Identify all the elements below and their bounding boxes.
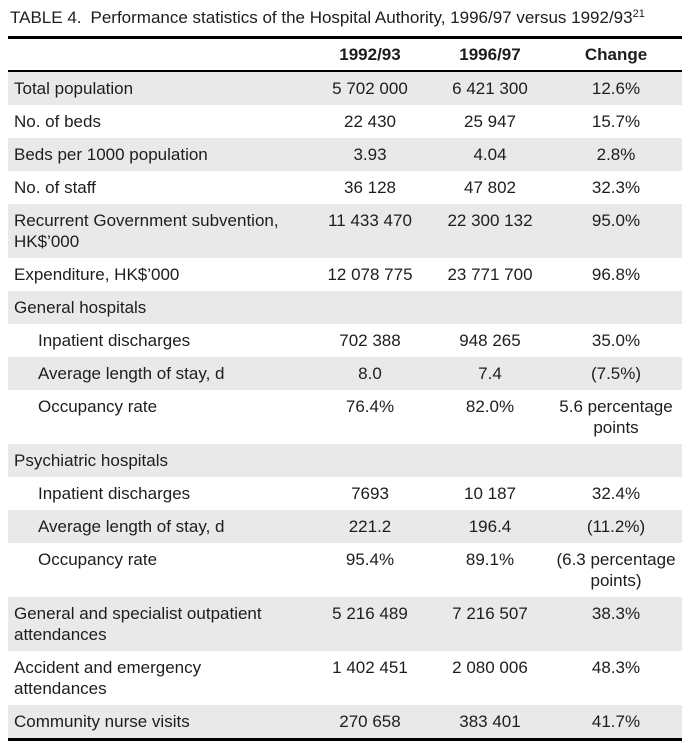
row-label: Inpatient discharges (38, 484, 191, 503)
value-1996-97: 2 080 006 (452, 658, 528, 677)
row-label: Psychiatric hospitals (14, 451, 169, 470)
value-1992-93: 8.0 (358, 364, 382, 383)
row-label: Inpatient discharges (38, 331, 191, 350)
table-row: Inpatient discharges 7693 10 187 32.4% (8, 477, 682, 510)
value-1996-97: 6 421 300 (452, 79, 528, 98)
row-label: Recurrent Government subvention, HK$’000 (14, 211, 279, 251)
value-change (550, 444, 682, 477)
row-label: Community nurse visits (14, 712, 190, 731)
row-label: Expenditure, HK$’000 (14, 265, 180, 284)
value-change: 5.6 percentage points (559, 397, 673, 437)
row-label: Average length of stay, d (38, 364, 225, 383)
value-1992-93: 221.2 (348, 517, 392, 536)
value-change: (11.2%) (586, 517, 646, 536)
column-header-blank (8, 37, 310, 72)
value-1996-97: 25 947 (464, 112, 516, 131)
row-label: No. of beds (14, 112, 101, 131)
value-change: 15.7% (591, 112, 641, 131)
value-1996-97 (430, 444, 550, 477)
table-row: Accident and emergency attendances 1 402… (8, 651, 682, 705)
row-label: Accident and emergency attendances (14, 658, 202, 698)
value-1992-93: 270 658 (339, 712, 401, 731)
table-row: Expenditure, HK$’000 12 078 775 23 771 7… (8, 258, 682, 291)
row-label: Average length of stay, d (38, 517, 225, 536)
value-change: 48.3% (591, 658, 641, 677)
table-row: Occupancy rate 76.4% 82.0% 5.6 percentag… (8, 390, 682, 444)
value-change: 95.0% (591, 211, 641, 230)
value-1992-93: 76.4% (345, 397, 395, 416)
value-1992-93: 5 216 489 (332, 604, 408, 623)
column-header-1992-93: 1992/93 (310, 37, 430, 72)
table-row: Inpatient discharges 702 388 948 265 35.… (8, 324, 682, 357)
value-1992-93: 7693 (351, 484, 389, 503)
row-label: Occupancy rate (38, 550, 158, 569)
table-row: General and specialist outpatient attend… (8, 597, 682, 651)
row-label: General and specialist outpatient attend… (14, 604, 262, 644)
table-title-text: Performance statistics of the Hospital A… (90, 8, 633, 27)
table-row: Recurrent Government subvention, HK$’000… (8, 204, 682, 258)
table-title-number: TABLE 4. (10, 8, 82, 27)
value-1992-93: 12 078 775 (327, 265, 413, 284)
value-1992-93: 36 128 (344, 178, 396, 197)
value-1996-97: 82.0% (465, 397, 515, 416)
value-1992-93: 5 702 000 (332, 79, 408, 98)
value-1992-93: 3.93 (353, 145, 387, 164)
value-1992-93 (310, 444, 430, 477)
value-1992-93: 95.4% (345, 550, 395, 569)
table-title-reference-superscript: 21 (632, 8, 645, 20)
table-title: TABLE 4. Performance statistics of the Ho… (8, 6, 682, 36)
value-1992-93 (310, 291, 430, 324)
row-label: No. of staff (14, 178, 96, 197)
column-header-1996-97: 1996/97 (430, 37, 550, 72)
row-label: General hospitals (14, 298, 147, 317)
value-1996-97: 22 300 132 (447, 211, 533, 230)
value-1996-97: 47 802 (464, 178, 516, 197)
value-change: 96.8% (591, 265, 641, 284)
value-change: 35.0% (591, 331, 641, 350)
table-row: Community nurse visits 270 658 383 401 4… (8, 705, 682, 740)
section-header-row: General hospitals (8, 291, 682, 324)
value-1996-97: 4.04 (473, 145, 507, 164)
value-change: (6.3 percentage points) (556, 550, 676, 590)
value-1996-97: 7.4 (478, 364, 502, 383)
table-row: Beds per 1000 population 3.93 4.04 2.8% (8, 138, 682, 171)
value-1996-97 (430, 291, 550, 324)
table-row: Occupancy rate 95.4% 89.1% (6.3 percenta… (8, 543, 682, 597)
row-label: Occupancy rate (38, 397, 158, 416)
value-1996-97: 23 771 700 (447, 265, 533, 284)
value-change: (7.5%) (590, 364, 642, 383)
value-1992-93: 11 433 470 (328, 211, 412, 230)
row-label: Beds per 1000 population (14, 145, 208, 164)
performance-statistics-table: 1992/93 1996/97 Change Total population … (8, 36, 682, 741)
header-row: 1992/93 1996/97 Change (8, 37, 682, 72)
table-row: No. of beds 22 430 25 947 15.7% (8, 105, 682, 138)
value-1996-97: 10 187 (464, 484, 516, 503)
table-row: Total population 5 702 000 6 421 300 12.… (8, 71, 682, 105)
value-1992-93: 1 402 451 (332, 658, 408, 677)
value-1996-97: 196.4 (468, 517, 512, 536)
value-1996-97: 948 265 (459, 331, 521, 350)
value-1992-93: 22 430 (344, 112, 396, 131)
table-row: Average length of stay, d 221.2 196.4 (1… (8, 510, 682, 543)
value-change: 41.7% (591, 712, 641, 731)
row-label: Total population (14, 79, 134, 98)
table-header: 1992/93 1996/97 Change (8, 37, 682, 72)
value-1996-97: 383 401 (459, 712, 521, 731)
value-change: 32.3% (591, 178, 641, 197)
value-change: 38.3% (591, 604, 641, 623)
value-change (550, 291, 682, 324)
value-1996-97: 89.1% (465, 550, 515, 569)
value-change: 12.6% (591, 79, 641, 98)
value-change: 2.8% (596, 145, 636, 164)
column-header-change: Change (550, 37, 682, 72)
value-1996-97: 7 216 507 (452, 604, 528, 623)
value-1992-93: 702 388 (339, 331, 401, 350)
value-change: 32.4% (591, 484, 641, 503)
section-header-row: Psychiatric hospitals (8, 444, 682, 477)
table-row: Average length of stay, d 8.0 7.4 (7.5%) (8, 357, 682, 390)
table-body: Total population 5 702 000 6 421 300 12.… (8, 71, 682, 740)
table-row: No. of staff 36 128 47 802 32.3% (8, 171, 682, 204)
